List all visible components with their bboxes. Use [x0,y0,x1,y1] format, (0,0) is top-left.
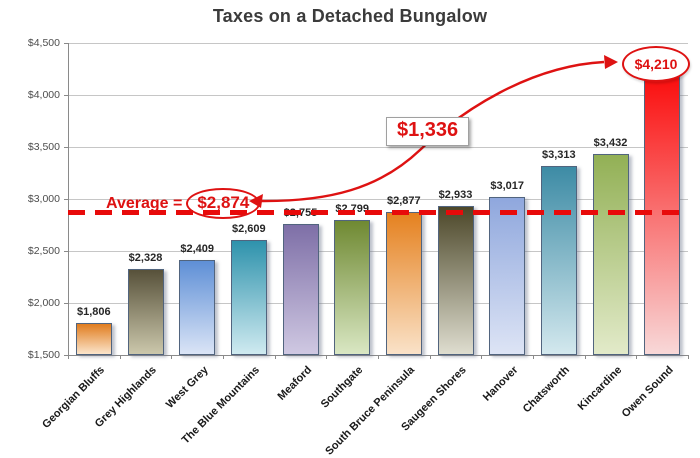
x-axis-label: Chatsworth [521,364,573,416]
x-axis-tick [481,355,483,359]
y-axis-tick-label: $2,000 [27,296,60,309]
y-axis-tick-label: $3,000 [27,192,60,205]
y-axis-tick [64,355,68,356]
y-axis-tick [64,43,68,44]
average-line [68,209,688,215]
y-axis-tick [64,303,68,304]
bar [282,224,319,355]
bar [437,205,474,355]
gridline [68,303,688,304]
y-axis-tick [64,251,68,252]
x-axis-tick [171,355,173,359]
x-axis-label: Southgate [319,364,366,411]
y-axis-line [68,43,69,355]
x-axis-label: Owen Sound [619,364,676,421]
bar-value-label: $3,432 [593,137,628,150]
x-axis-label: Hanover [481,364,521,404]
x-axis-label: Kincardine [575,364,624,413]
x-axis-label: South Bruce Peninsula [323,364,418,458]
x-axis-tick [223,355,224,359]
bar-value-label: $1,806 [77,306,111,319]
bar [489,197,526,355]
y-axis-tick-label: $3,500 [27,140,60,153]
bar-value-label: $2,609 [232,222,266,235]
arrowhead-right-icon [604,55,618,69]
x-axis-tick [274,355,276,359]
gridline [68,95,688,96]
y-axis-tick-label: $4,500 [27,36,60,49]
bar [592,154,629,355]
x-axis-tick [429,355,431,359]
y-axis-tick [64,199,68,200]
average-label: Average = $2,874 [106,188,261,219]
max-value-ellipse: $4,210 [622,46,690,82]
bar-value-label: $3,017 [490,180,524,193]
bar-value-label: $2,328 [128,251,163,264]
average-label-prefix: Average = [106,195,183,212]
x-axis-tick [119,355,121,359]
x-axis-tick [636,355,638,359]
bar [127,268,164,355]
x-axis-label: Meaford [275,364,314,403]
x-axis-tick [688,355,689,359]
bar-value-label: $3,313 [542,149,576,162]
x-axis-tick [68,355,69,359]
bar [179,260,216,355]
x-axis-tick [378,355,379,359]
bar [334,219,371,355]
x-axis-tick [533,355,534,359]
gridline [68,43,688,44]
y-axis-tick [64,147,68,148]
y-axis-tick-label: $4,000 [27,88,60,101]
y-axis-tick-label: $2,500 [27,244,60,257]
bar [385,211,422,355]
bar [75,323,112,355]
average-value-ellipse: $2,874 [186,188,261,219]
bar-value-label: $2,409 [180,243,214,256]
y-axis-tick-label: $1,500 [27,348,60,361]
x-axis-tick [584,355,586,359]
difference-label-box: $1,336 [386,117,470,146]
y-axis-tick [64,95,68,96]
bar [540,166,577,355]
x-axis-label: West Grey [163,364,211,411]
bar [230,239,267,355]
gridline [68,251,688,252]
x-axis-tick [326,355,328,359]
chart-title: Taxes on a Detached Bungalow [212,6,488,26]
